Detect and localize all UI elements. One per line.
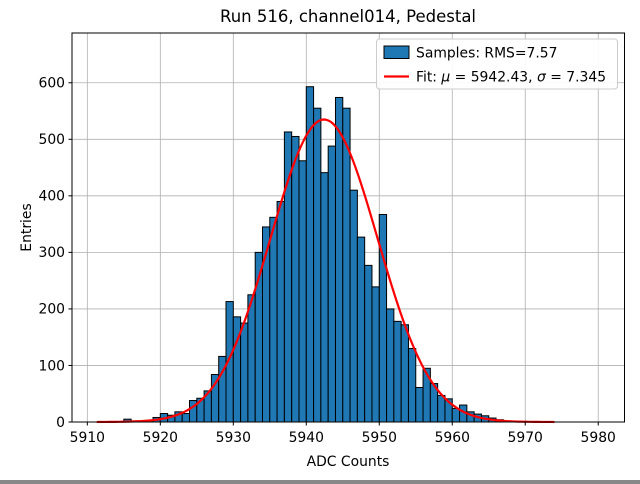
x-tick-label: 5920 — [143, 430, 178, 446]
x-tick-label: 5970 — [508, 430, 543, 446]
histogram-bar — [451, 407, 461, 423]
histogram-bar — [407, 347, 417, 423]
y-tick-label: 600 — [38, 76, 65, 92]
x-tick-label: 5980 — [581, 430, 616, 446]
x-tick-label: 5910 — [70, 430, 105, 446]
legend-box — [376, 38, 618, 90]
histogram-bar — [291, 135, 300, 423]
histogram-bar — [349, 189, 358, 423]
histogram-bar — [364, 264, 373, 423]
legend-samples-label: Samples: RMS=7.57 — [416, 46, 557, 62]
x-tick-label: 5950 — [362, 430, 397, 446]
histogram-bar — [356, 236, 366, 423]
legend: Samples: RMS=7.57 Fit: μ = 5942.43, σ = … — [376, 38, 618, 90]
x-tick-label: 5930 — [216, 430, 251, 446]
y-tick-label: 200 — [38, 302, 65, 318]
plot-frame — [71, 32, 625, 423]
histogram-bar — [240, 322, 249, 423]
x-tick-label: 5960 — [435, 430, 470, 446]
histogram-bar — [334, 96, 344, 423]
legend-fit-label: Fit: μ = 5942.43, σ = 7.345 — [416, 70, 606, 86]
histogram-bar — [371, 286, 380, 423]
x-axis-ticks: 5910 5920 5930 5940 5950 5960 5970 5980 — [70, 422, 616, 446]
histogram-bar — [181, 413, 191, 423]
x-tick-label: 5940 — [289, 430, 324, 446]
fit-curve — [96, 118, 555, 424]
histogram-bar — [437, 394, 446, 423]
histogram-bar — [269, 216, 278, 423]
histogram-bar — [305, 86, 315, 423]
legend-samples-swatch — [383, 45, 410, 59]
y-axis-label: Entries — [19, 203, 35, 251]
histogram-bar — [400, 324, 409, 423]
histogram-bar — [276, 200, 285, 423]
y-tick-label: 500 — [38, 132, 65, 148]
y-tick-label: 100 — [38, 358, 65, 374]
histogram-bar — [298, 160, 307, 423]
y-tick-label: 300 — [38, 245, 65, 261]
histogram-bar — [247, 294, 256, 423]
chart-title: Run 516, channel014, Pedestal — [220, 7, 476, 26]
histogram-bar — [386, 308, 395, 423]
histogram-bar — [313, 107, 322, 423]
y-tick-label: 400 — [38, 189, 65, 205]
x-axis-label: ADC Counts — [307, 454, 390, 470]
y-axis-ticks: 0 100 200 300 400 500 600 — [38, 76, 72, 431]
histogram-bar — [320, 172, 329, 423]
histogram-bar — [342, 107, 351, 423]
histogram-bar — [393, 320, 402, 423]
histogram-bar — [415, 387, 424, 423]
y-tick-label: 0 — [56, 415, 65, 431]
histogram-bar — [327, 145, 336, 423]
